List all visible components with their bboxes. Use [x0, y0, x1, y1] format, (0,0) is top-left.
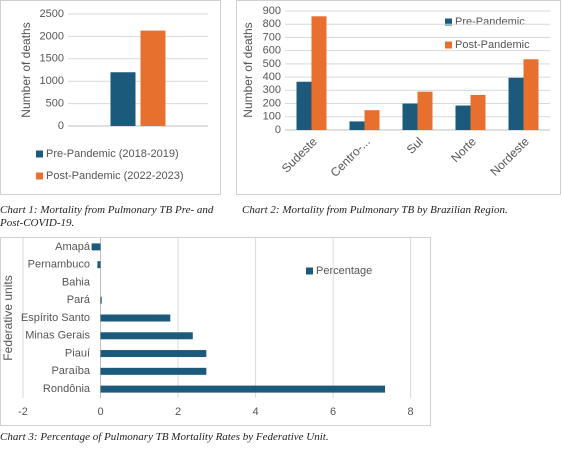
chart-frame	[0, 0, 221, 195]
legend-swatch	[306, 267, 313, 275]
bar	[311, 16, 327, 131]
bar	[100, 314, 171, 322]
y-tick-label: Piauí	[65, 347, 90, 359]
y-tick-label: 800	[263, 18, 281, 30]
y-tick-label: 1000	[40, 75, 64, 87]
legend-label: Pre-Pandemic (2018-2019)	[46, 148, 179, 160]
caption: Chart 3: Percentage of Pulmonary TB Mort…	[0, 431, 329, 443]
bar	[364, 110, 380, 130]
legend-label: Percentage	[316, 265, 372, 277]
y-tick-label: Pernambuco	[28, 259, 90, 271]
bar	[523, 59, 539, 131]
x-tick-label: Norte	[448, 134, 479, 165]
caption: Chart 2: Mortality from Pulmonary TB by …	[242, 204, 508, 216]
legend-label: Pre-Pandemic	[455, 16, 525, 28]
x-tick-label: Nordeste	[488, 134, 533, 179]
x-tick-label: 4	[253, 406, 259, 418]
legend-swatch	[445, 18, 452, 26]
x-tick-label: Sudeste	[279, 134, 320, 175]
x-tick-label: Sul	[404, 134, 426, 156]
bar	[417, 91, 433, 130]
legend-swatch	[445, 41, 452, 49]
bar	[110, 72, 136, 126]
y-tick-label: 600	[263, 45, 281, 57]
bar	[296, 81, 312, 130]
x-tick-label: 2	[175, 406, 181, 418]
axis-title: Number of deaths	[241, 22, 255, 117]
y-tick-label: Amapá	[55, 241, 91, 253]
y-tick-label: 200	[263, 97, 281, 109]
bar	[100, 296, 102, 304]
y-tick-label: 100	[263, 111, 281, 123]
x-tick-label: 6	[330, 406, 336, 418]
legend-swatch	[36, 150, 43, 158]
chart-frame	[236, 0, 561, 195]
y-tick-label: 300	[263, 84, 281, 96]
bar	[100, 367, 207, 375]
bar	[97, 261, 101, 269]
chart-frame	[0, 237, 431, 426]
legend-swatch	[36, 172, 43, 180]
bar	[455, 105, 471, 130]
y-tick-label: 500	[46, 98, 64, 110]
y-tick-label: 0	[58, 120, 64, 132]
y-tick-label: 2500	[40, 8, 64, 20]
axis-title: Number of deaths	[19, 22, 33, 117]
x-tick-label: -2	[18, 406, 28, 418]
bar	[100, 332, 193, 340]
y-tick-label: 0	[275, 124, 281, 136]
y-tick-label: 2000	[40, 30, 64, 42]
bar	[508, 77, 524, 130]
y-tick-label: 400	[263, 71, 281, 83]
y-tick-label: Espírito Santo	[21, 312, 90, 324]
y-tick-label: 700	[263, 31, 281, 43]
legend-label: Post-Pandemic (2022-2023)	[46, 170, 184, 182]
y-tick-label: Bahia	[62, 276, 91, 288]
y-tick-label: Minas Gerais	[25, 330, 90, 342]
bar	[140, 30, 166, 126]
bar	[402, 103, 418, 130]
bar	[470, 94, 486, 130]
caption: Chart 1: Mortality from Pulmonary TB Pre…	[0, 204, 214, 229]
bar	[100, 385, 386, 393]
y-tick-label: 900	[263, 5, 281, 17]
bar	[349, 121, 365, 130]
bar	[100, 350, 207, 358]
legend-label: Post-Pandemic	[455, 39, 530, 51]
x-tick-label: 0	[97, 406, 103, 418]
x-tick-label: 8	[408, 406, 414, 418]
y-tick-label: Paraíba	[51, 365, 90, 377]
axis-title: Federative units	[1, 275, 15, 360]
y-tick-label: Pará	[67, 294, 91, 306]
y-tick-label: 1500	[40, 53, 64, 65]
y-tick-label: 500	[263, 58, 281, 70]
bar	[91, 243, 101, 251]
y-tick-label: Rondônia	[43, 383, 91, 395]
x-tick-label: Centro-...	[328, 134, 373, 179]
